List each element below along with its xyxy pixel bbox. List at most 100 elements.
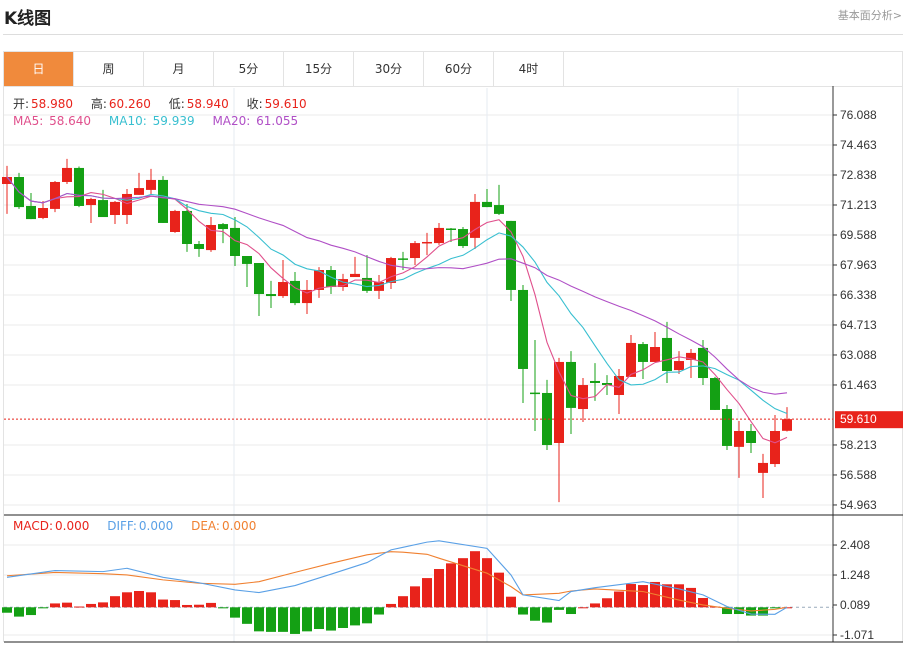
macd-bar — [410, 586, 420, 608]
page-title: K线图 — [4, 9, 52, 29]
ma20-label: MA20: — [212, 114, 251, 128]
candle-up — [734, 430, 744, 447]
candle-up — [350, 273, 360, 278]
macd-bar — [566, 607, 576, 615]
candle-up — [62, 167, 72, 182]
candle-down — [98, 200, 108, 218]
candle-up — [170, 210, 180, 232]
macd-bar — [674, 584, 684, 608]
candle-up — [578, 385, 588, 410]
candle-up — [38, 208, 48, 218]
candle-down — [398, 258, 408, 260]
macd-bar — [302, 607, 312, 632]
ma10-value: 59.939 — [152, 114, 195, 128]
tab-15min[interactable]: 15分 — [284, 52, 354, 86]
candle-up — [122, 193, 132, 216]
candle-down — [26, 205, 36, 220]
candle-down — [74, 167, 84, 206]
macd-bar — [2, 607, 12, 613]
tab-60min[interactable]: 60分 — [424, 52, 494, 86]
candle-down — [194, 243, 204, 249]
tab-4hour[interactable]: 4时 — [494, 52, 564, 86]
ma20-value: 61.055 — [256, 114, 299, 128]
ma5-value: 58.640 — [49, 114, 92, 128]
candle-up — [206, 224, 216, 251]
candle-down — [530, 392, 540, 395]
macd-info: MACD: 0.000 DIFF: 0.000 DEA: 0.000 — [13, 519, 258, 533]
candle-down — [242, 255, 252, 264]
macd-bar — [230, 607, 240, 618]
macd-bar — [362, 607, 372, 624]
candle-down — [266, 294, 276, 297]
macd-bar — [590, 603, 600, 608]
last-price-badge — [835, 411, 903, 429]
y-tick-label: 56.588 — [840, 468, 877, 482]
tab-30min[interactable]: 30分 — [354, 52, 424, 86]
candle-up — [614, 375, 624, 396]
tab-week[interactable]: 周 — [74, 52, 144, 86]
tab-5min[interactable]: 5分 — [214, 52, 284, 86]
macd-bar — [374, 607, 384, 615]
tab-day[interactable]: 日 — [4, 52, 74, 86]
macd-bar — [206, 602, 216, 608]
macd-bar — [482, 558, 492, 608]
dea-line — [6, 551, 788, 612]
candle-down — [482, 201, 492, 208]
macd-bar — [602, 598, 612, 608]
candle-up — [422, 241, 432, 244]
macd-bar — [170, 600, 180, 608]
candle-up — [410, 243, 420, 259]
macd-bar — [530, 607, 540, 621]
candle-up — [434, 227, 444, 244]
y-tick-label: 61.463 — [840, 378, 877, 392]
period-tabs: 日 周 月 5分 15分 30分 60分 4时 — [3, 51, 903, 87]
macd-bar — [326, 607, 336, 631]
candle-up — [146, 179, 156, 190]
candle-up — [314, 270, 324, 290]
tab-month[interactable]: 月 — [144, 52, 214, 86]
macd-bar — [110, 596, 120, 608]
ma10-line — [6, 176, 788, 415]
y-tick-label: 63.088 — [840, 348, 877, 362]
y-tick-label: 71.213 — [840, 198, 877, 212]
candle-down — [590, 380, 600, 384]
last-price-label: 59.610 — [840, 412, 877, 426]
candle-up — [470, 201, 480, 238]
macd-bar — [722, 607, 732, 615]
candle-down — [182, 210, 192, 244]
candle-down — [326, 270, 336, 288]
fundamental-analysis-link[interactable]: 基本面分析> — [837, 9, 902, 22]
y-tick-label: 69.588 — [840, 228, 877, 242]
macd-bar — [626, 584, 636, 608]
y-tick-label: 72.838 — [840, 168, 877, 182]
macd-bar — [386, 603, 396, 608]
candle-down — [566, 361, 576, 408]
y-tick-label: 74.463 — [840, 138, 877, 152]
candle-down — [710, 378, 720, 410]
macd-bar — [266, 607, 276, 632]
ma10-label: MA10: — [108, 114, 147, 128]
candle-down — [290, 280, 300, 304]
y-tick-label: 76.088 — [840, 108, 877, 122]
dea-label: DEA: — [191, 519, 220, 533]
macd-bar — [122, 592, 132, 608]
candle-down — [254, 263, 264, 295]
candle-up — [134, 188, 144, 195]
macd-bar — [134, 591, 144, 608]
macd-bar — [422, 578, 432, 608]
open-value: 58.980 — [31, 97, 74, 111]
candle-down — [662, 337, 672, 372]
open-label: 开: — [13, 97, 30, 111]
candle-down — [230, 227, 240, 256]
macd-bar — [242, 607, 252, 624]
candle-up — [686, 352, 696, 360]
candle-down — [602, 383, 612, 386]
candle-down — [746, 430, 756, 443]
macd-bar — [458, 558, 468, 608]
macd-label: MACD: — [13, 519, 54, 533]
candle-up — [86, 198, 96, 206]
candle-up — [374, 282, 384, 291]
macd-bar — [50, 603, 60, 608]
macd-bar — [470, 551, 480, 608]
